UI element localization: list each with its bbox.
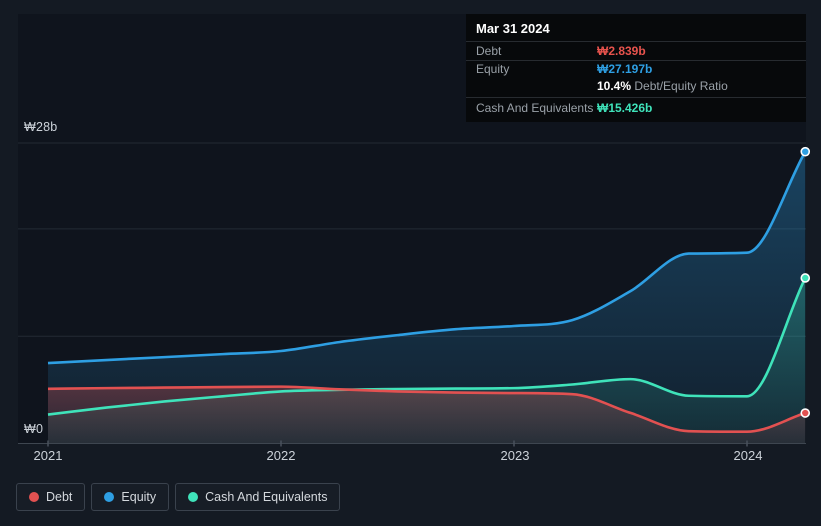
tooltip-debt-label: Debt <box>476 44 502 58</box>
equity-line <box>47 151 807 365</box>
debt-line <box>47 385 806 433</box>
tooltip-equity-row: Equity ₩27.197b <box>466 61 806 78</box>
x-tick-2023: 2023 <box>500 448 530 463</box>
tooltip-cash-value: ₩15.426b <box>597 101 653 115</box>
tooltip-debt-row: Debt ₩2.839b <box>466 42 806 61</box>
tooltip-equity-value: ₩27.197b <box>597 62 653 76</box>
debt-end-marker[interactable] <box>800 408 811 418</box>
tooltip-ratio-text: 10.4% Debt/Equity Ratio <box>597 79 728 94</box>
legend-item-equity[interactable]: Equity <box>91 483 170 511</box>
equity-area <box>48 151 806 444</box>
equity-series-dot-icon <box>104 492 115 502</box>
legend-item-debt[interactable]: Debt <box>16 483 86 511</box>
tooltip-ratio-row: 10.4% Debt/Equity Ratio <box>466 78 806 98</box>
tooltip-debt-value: ₩2.839b <box>597 44 646 58</box>
x-tick-2022: 2022 <box>266 448 296 463</box>
tooltip-cash-row: Cash And Equivalents ₩15.426b <box>466 98 806 122</box>
y-axis-zero-label: ₩0 <box>24 422 44 436</box>
legend-item-debt-label: Debt <box>46 490 73 504</box>
tooltip-ratio-percent: 10.4% <box>597 79 632 93</box>
chart-tooltip: Mar 31 2024 Debt ₩2.839b Equity ₩27.197b… <box>466 14 806 122</box>
tooltip-date: Mar 31 2024 <box>466 14 806 42</box>
legend-item-cash-label: Cash And Equivalents <box>205 490 328 504</box>
equity-end-marker[interactable] <box>800 146 811 157</box>
x-tick-2021: 2021 <box>33 448 63 463</box>
y-axis-max-label: ₩28b <box>24 120 58 134</box>
tooltip-ratio-label: Debt/Equity Ratio <box>634 79 728 93</box>
tooltip-equity-label: Equity <box>476 62 510 76</box>
x-tick-2024: 2024 <box>733 448 763 463</box>
chart-legend: Debt Equity Cash And Equivalents <box>16 483 341 511</box>
legend-item-equity-label: Equity <box>121 490 157 504</box>
tooltip-cash-label: Cash And Equivalents <box>476 101 594 115</box>
legend-item-cash[interactable]: Cash And Equivalents <box>175 483 341 511</box>
cash-and-equivalents-end-marker[interactable] <box>800 273 811 283</box>
debt-area <box>48 386 806 444</box>
cash-series-dot-icon <box>188 492 199 502</box>
cash-and-equivalents-line <box>47 277 807 416</box>
debt-series-dot-icon <box>29 492 39 502</box>
